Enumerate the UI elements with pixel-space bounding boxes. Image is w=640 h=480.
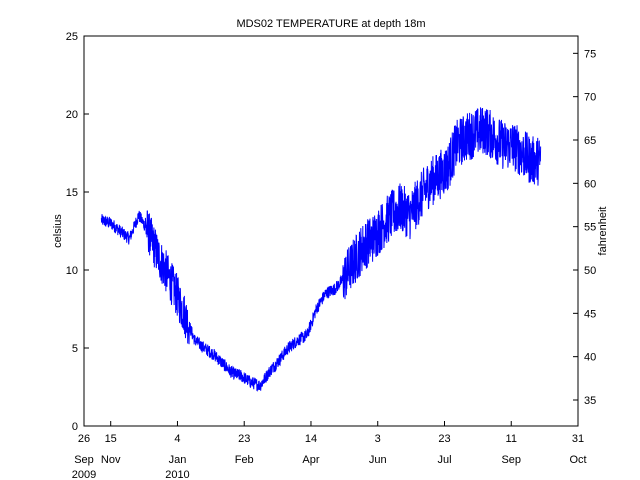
x-tick-month: Sep <box>74 454 94 466</box>
y-tick-label-right: 70 <box>584 92 596 104</box>
x-tick-day: 11 <box>506 433 517 445</box>
y-tick-label-right: 50 <box>584 265 596 277</box>
y-tick-label-left: 25 <box>66 31 78 43</box>
y-tick-label-left: 15 <box>66 187 78 199</box>
y-tick-label-left: 20 <box>66 109 78 121</box>
x-tick-day: 4 <box>174 433 180 445</box>
x-tick-month: Jul <box>437 454 451 466</box>
chart-title: MDS02 TEMPERATURE at depth 18m <box>236 18 425 30</box>
x-tick-day: 14 <box>305 433 317 445</box>
x-tick-day: 31 <box>572 433 584 445</box>
y-tick-label-right: 40 <box>584 352 596 364</box>
series-line-0 <box>100 107 542 392</box>
x-tick-day: 26 <box>78 433 90 445</box>
x-tick-month: Oct <box>569 454 586 466</box>
y-tick-label-right: 55 <box>584 222 596 234</box>
x-tick-month: Jun <box>369 454 387 466</box>
x-tick-month: Sep <box>501 454 521 466</box>
y-tick-label-right: 75 <box>584 48 596 60</box>
plot-area <box>100 107 542 392</box>
x-tick-month: Nov <box>101 454 121 466</box>
x-tick-month: Feb <box>235 454 254 466</box>
x-tick-day: 3 <box>375 433 381 445</box>
x-tick-year: 2009 <box>72 469 96 480</box>
y-tick-label-left: 10 <box>66 265 78 277</box>
axes-frame <box>83 35 579 427</box>
y-tick-label-right: 35 <box>584 395 596 407</box>
x-tick-month: Jan <box>169 454 187 466</box>
y-tick-label-left: 5 <box>72 343 78 355</box>
x-tick-day: 23 <box>438 433 450 445</box>
x-tick-year: 2010 <box>165 469 189 480</box>
y-tick-label-right: 65 <box>584 135 596 147</box>
y-tick-label-right: 60 <box>584 178 596 190</box>
y-axis-label-left: celsius <box>52 214 64 248</box>
axes: 0 5 10 15 20 25 35 40 45 50 55 60 65 70 75 26 Sep 2009 15 N… <box>66 31 597 480</box>
x-tick-day: 23 <box>238 433 250 445</box>
y-tick-label-left: 0 <box>72 421 78 433</box>
x-tick-day: 15 <box>105 433 117 445</box>
y-tick-label-right: 45 <box>584 308 596 320</box>
y-axis-label-right: fahrenheit <box>597 207 609 256</box>
x-tick-month: Apr <box>302 454 319 466</box>
